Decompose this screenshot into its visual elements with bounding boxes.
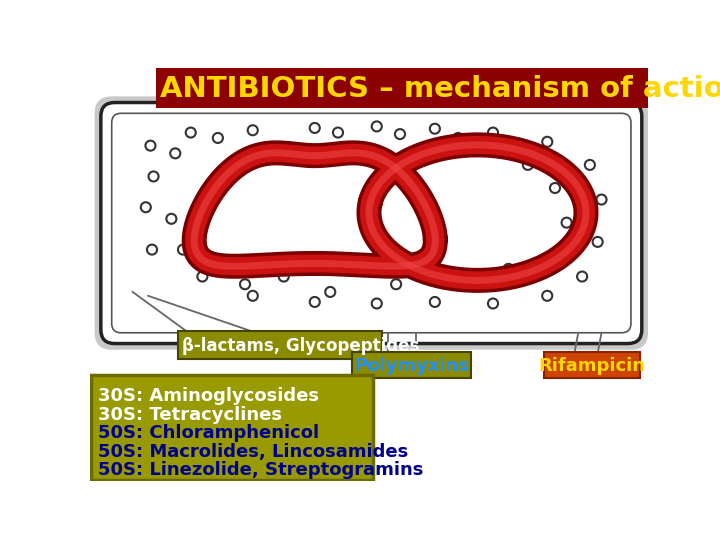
Text: Rifampicin: Rifampicin [539,357,646,375]
FancyBboxPatch shape [352,352,472,378]
FancyBboxPatch shape [178,331,382,359]
Text: Polymyxins: Polymyxins [354,357,469,375]
FancyBboxPatch shape [156,68,649,108]
Text: 50S: Macrolides, Lincosamides: 50S: Macrolides, Lincosamides [98,443,408,461]
FancyBboxPatch shape [544,352,640,378]
Text: 50S: Linezolide, Streptogramins: 50S: Linezolide, Streptogramins [98,461,423,480]
Text: β-lactams, Glycopeptides: β-lactams, Glycopeptides [182,337,420,355]
FancyBboxPatch shape [94,96,648,350]
Text: 30S: Aminoglycosides: 30S: Aminoglycosides [98,387,319,406]
Text: 50S: Chloramphenicol: 50S: Chloramphenicol [98,424,319,442]
FancyBboxPatch shape [91,375,373,480]
FancyBboxPatch shape [101,103,642,343]
Text: ANTIBIOTICS – mechanism of action: ANTIBIOTICS – mechanism of action [160,75,720,103]
Text: 30S: Tetracyclines: 30S: Tetracyclines [98,406,282,424]
